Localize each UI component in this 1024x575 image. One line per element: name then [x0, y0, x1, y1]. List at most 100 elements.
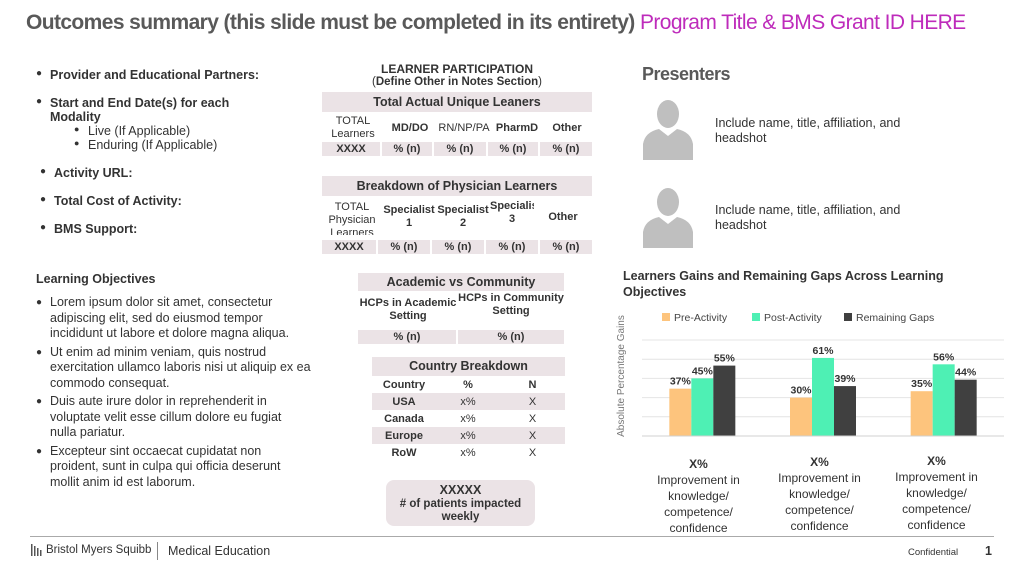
presenter-info: Include name, title, affiliation, and he…	[715, 203, 901, 232]
table-cell: x%	[460, 395, 476, 408]
title-accent: Program Title & BMS Grant ID HERE	[639, 11, 966, 34]
data-label: 44%	[955, 367, 977, 379]
chart-bar	[713, 365, 736, 436]
table-cell: % (n)	[488, 142, 540, 156]
bms-logo: Bristol Myers Squibb	[30, 543, 151, 557]
table-header-row: Country % N	[372, 376, 565, 393]
legend-swatch	[844, 313, 852, 321]
headshot-placeholder-icon	[643, 100, 693, 160]
bullet-dates: Start and End Date(s) for each Modality	[36, 96, 266, 124]
academic-column-headers: HCPs in Academic Setting HCPs in Communi…	[358, 292, 564, 328]
academic-community-bar: Academic vs Community	[358, 273, 564, 291]
patients-impacted-box: XXXXX # of patients impacted weekly	[386, 480, 535, 526]
sub-bullet-live: Live (If Applicable)	[36, 124, 306, 138]
improvement-callout: X% Improvement in knowledge/ competence/…	[772, 454, 867, 534]
column-header: Specialist 3	[490, 200, 534, 225]
data-label: 56%	[933, 351, 955, 363]
list-item: Ut enim ad minim veniam, quis nostrud ex…	[36, 345, 311, 392]
column-header: HCPs in Community Setting	[458, 292, 564, 317]
table-cell: x%	[460, 446, 476, 459]
presenters-heading: Presenters	[642, 64, 731, 84]
country-table: Country % N USA x% X Canada x% X Europe …	[372, 376, 565, 461]
column-header: %	[463, 378, 473, 391]
table-cell: RoW	[391, 446, 417, 459]
physician-column-headers: TOTAL Physician Learners Specialist 1 Sp…	[322, 198, 592, 236]
table-cell: USA	[392, 395, 416, 408]
bms-logo-mark-icon	[31, 544, 42, 556]
column-header: TOTAL Learners	[331, 115, 375, 140]
country-breakdown-bar: Country Breakdown	[372, 357, 565, 376]
bullet-providers: Provider and Educational Partners:	[36, 68, 306, 82]
footer-separator	[157, 542, 158, 560]
table-cell: % (n)	[434, 142, 488, 156]
table-cell: x%	[460, 429, 476, 442]
column-header: RN/NP/PA	[438, 121, 490, 134]
table-cell: % (n)	[458, 330, 564, 344]
legend-label: Pre-Activity	[674, 312, 728, 324]
table-cell: % (n)	[358, 330, 458, 344]
participation-heading: LEARNER PARTICIPATION	[381, 62, 533, 76]
data-label: 35%	[911, 378, 933, 390]
table-cell: X	[528, 429, 537, 442]
column-header: Specialist 1	[383, 204, 435, 229]
chart-bar	[812, 357, 834, 436]
improvement-callout: X% Improvement in knowledge/ competence/…	[889, 453, 984, 533]
physician-breakdown-bar: Breakdown of Physician Learners	[322, 176, 592, 196]
column-header: PharmD	[495, 121, 539, 134]
chart-title: Learners Gains and Remaining Gaps Across…	[623, 269, 944, 299]
footer-divider	[30, 536, 994, 537]
column-header: HCPs in Academic Setting	[359, 297, 457, 322]
legend-swatch	[752, 313, 760, 321]
table-cell: % (n)	[432, 240, 486, 254]
table-cell: % (n)	[382, 142, 434, 156]
page-number: 1	[985, 544, 992, 558]
column-header: Specialist 2	[437, 204, 489, 229]
chart-bar	[691, 378, 714, 436]
table-cell: % (n)	[378, 240, 432, 254]
sub-bullet-enduring: Enduring (If Applicable)	[36, 138, 306, 152]
legend-label: Post-Activity	[764, 312, 823, 324]
table-cell: % (n)	[486, 240, 540, 254]
confidential-label: Confidential	[908, 547, 959, 558]
table-cell: % (n)	[540, 240, 592, 254]
table-row: Canada x% X	[372, 410, 565, 427]
legend-label: Remaining Gaps	[856, 312, 934, 324]
column-header: TOTAL Physician Learners	[328, 201, 376, 235]
table-row: Europe x% X	[372, 427, 565, 444]
patients-impacted-label: # of patients impacted weekly	[399, 498, 522, 523]
list-item: Duis aute irure dolor in reprehenderit i…	[36, 394, 311, 441]
table-cell: x%	[460, 412, 476, 425]
participation-subheading: (Define Other in Notes Section)	[372, 76, 542, 88]
bullet-total-cost: Total Cost of Activity:	[40, 194, 306, 208]
chart-bar	[954, 379, 977, 436]
list-item: Excepteur sint occaecat cupidatat non pr…	[36, 444, 311, 491]
physician-values-row: XXXX % (n) % (n) % (n) % (n)	[322, 240, 592, 254]
table-cell: Canada	[384, 412, 424, 425]
table-cell: X	[528, 412, 537, 425]
improvement-value: X%	[927, 454, 946, 468]
table-row: USA x% X	[372, 393, 565, 410]
table-cell: X	[528, 446, 537, 459]
y-axis-label: Absolute Percentage Gains	[616, 315, 627, 437]
improvement-value: X%	[689, 457, 708, 471]
logo-text: Bristol Myers Squibb	[46, 544, 152, 556]
column-header: MD/DO	[391, 121, 429, 134]
data-label: 37%	[670, 376, 692, 388]
improvement-text: Improvement in knowledge/ competence/ co…	[778, 471, 861, 533]
slide-title: Outcomes summary (this slide must be com…	[26, 12, 1006, 34]
list-item: Lorem ipsum dolor sit amet, consectetur …	[36, 295, 311, 342]
headshot-placeholder-icon	[643, 188, 693, 248]
improvement-value: X%	[810, 455, 829, 469]
table-cell: XXXX	[322, 240, 378, 254]
total-learners-bar: Total Actual Unique Leaners	[322, 92, 592, 112]
participation-column-headers: TOTAL Learners MD/DO RN/NP/PA PharmD Oth…	[322, 114, 592, 142]
footer-division: Medical Education	[168, 544, 271, 558]
improvement-text: Improvement in knowledge/ competence/ co…	[895, 470, 978, 532]
column-header: Country	[382, 378, 426, 391]
chart-bar	[790, 397, 812, 436]
improvement-text: Improvement in knowledge/ competence/ co…	[657, 473, 740, 535]
data-label: 39%	[834, 373, 856, 385]
improvement-callout: X% Improvement in knowledge/ competence/…	[651, 456, 746, 536]
table-cell: X	[528, 395, 537, 408]
chart-bar	[910, 391, 933, 436]
